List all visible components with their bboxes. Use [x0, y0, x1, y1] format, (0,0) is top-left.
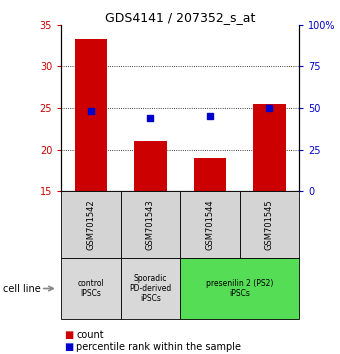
Text: control
IPSCs: control IPSCs: [78, 279, 104, 298]
Text: GSM701545: GSM701545: [265, 199, 274, 250]
Text: Sporadic
PD-derived
iPSCs: Sporadic PD-derived iPSCs: [129, 274, 172, 303]
Title: GDS4141 / 207352_s_at: GDS4141 / 207352_s_at: [105, 11, 255, 24]
Text: GSM701544: GSM701544: [205, 199, 215, 250]
Text: presenilin 2 (PS2)
iPSCs: presenilin 2 (PS2) iPSCs: [206, 279, 273, 298]
Bar: [253, 104, 286, 191]
FancyBboxPatch shape: [121, 258, 180, 319]
FancyBboxPatch shape: [61, 258, 121, 319]
Text: percentile rank within the sample: percentile rank within the sample: [76, 342, 241, 352]
Text: GSM701542: GSM701542: [86, 199, 96, 250]
Text: GSM701543: GSM701543: [146, 199, 155, 250]
Bar: [134, 141, 167, 191]
FancyBboxPatch shape: [180, 191, 240, 258]
FancyBboxPatch shape: [121, 191, 180, 258]
Bar: [193, 158, 226, 191]
Text: ■: ■: [65, 330, 74, 339]
Text: ■: ■: [65, 342, 74, 352]
FancyBboxPatch shape: [61, 191, 121, 258]
FancyBboxPatch shape: [240, 191, 299, 258]
Text: count: count: [76, 330, 104, 339]
Text: cell line: cell line: [3, 284, 41, 293]
FancyBboxPatch shape: [180, 258, 299, 319]
Bar: [74, 39, 107, 191]
